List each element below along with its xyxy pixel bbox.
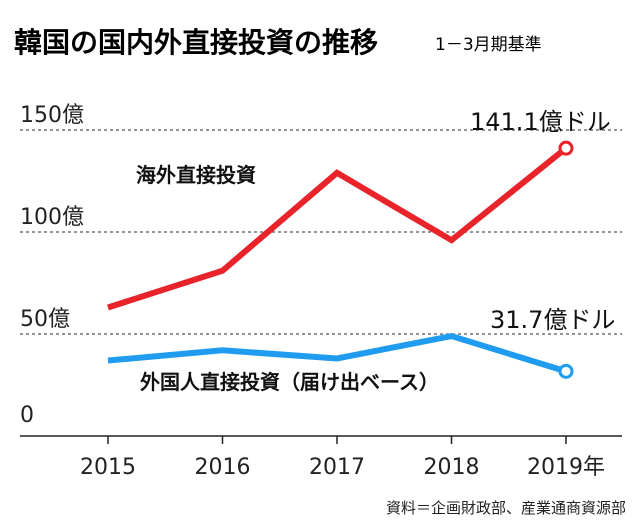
x-tick-label: 2018 — [424, 455, 480, 480]
series-line-0 — [107, 145, 568, 311]
y-axis-ticks: 0 50億 100億 150億 — [20, 103, 84, 428]
series-name-label: 外国人直接投資（届け出ベース） — [140, 370, 439, 394]
series-end-value-label: 141.1億ドル — [470, 108, 611, 136]
series-line-1 — [107, 332, 567, 375]
title-group: 韓国の国内外直接投資の推移 1－3月期基準 — [14, 26, 542, 59]
y-tick-label: 50億 — [20, 307, 70, 332]
y-tick-label: 150億 — [20, 103, 84, 128]
x-tick-label: 2015 — [80, 455, 136, 480]
y-tick-label: 100億 — [20, 205, 84, 230]
chart-subtitle: 1－3月期基準 — [435, 35, 542, 55]
series-end-value-label: 31.7億ドル — [490, 306, 615, 334]
series-name-label: 海外直接投資 — [136, 163, 256, 187]
x-axis-ticks: 2015 2016 2017 2018 2019年 — [80, 436, 605, 480]
gridlines — [20, 129, 622, 335]
chart-title: 韓国の国内外直接投資の推移 — [14, 26, 378, 59]
y-tick-label: 0 — [20, 403, 34, 428]
series-end-marker-1 — [558, 363, 574, 379]
x-tick-label: 2016 — [195, 455, 251, 480]
series-end-marker-0 — [558, 140, 574, 156]
source-note: 資料＝企画財政部、産業通商資源部 — [386, 499, 626, 517]
x-tick-label: 2019年 — [527, 455, 605, 480]
series-lines — [107, 140, 574, 379]
x-tick-label: 2017 — [309, 455, 365, 480]
